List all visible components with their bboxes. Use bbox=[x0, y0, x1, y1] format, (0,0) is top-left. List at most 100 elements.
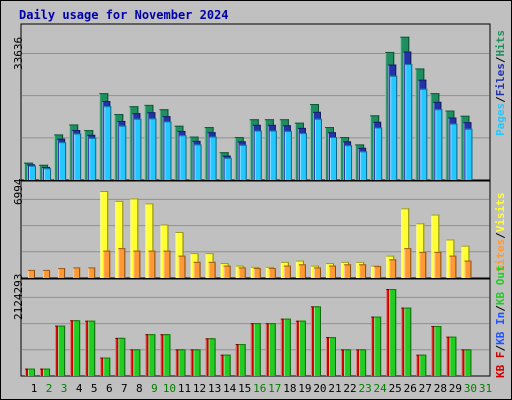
bar-kbout-day-7 bbox=[118, 337, 126, 376]
bar-pages-day-25 bbox=[390, 75, 398, 180]
legend-kbf-kbin-kbout: KB F/KB In/KB Out bbox=[494, 265, 507, 378]
bar-kbout-day-30 bbox=[464, 349, 472, 376]
bar-sites-day-6 bbox=[103, 250, 111, 278]
x-tick-label-day-3: 3 bbox=[61, 382, 68, 395]
bar-sites-day-8 bbox=[133, 250, 141, 278]
page-title: Daily usage for November 2024 bbox=[19, 8, 229, 22]
bar-sites-day-12 bbox=[193, 261, 201, 278]
x-tick-label-day-11: 11 bbox=[178, 382, 191, 395]
bar-pages-day-24 bbox=[375, 127, 383, 180]
legend-visits: Visits bbox=[494, 192, 507, 233]
x-tick-label-day-22: 22 bbox=[343, 382, 356, 395]
bar-kbout-day-12 bbox=[193, 349, 201, 376]
x-tick-label-day-26: 26 bbox=[404, 382, 417, 395]
bar-sites-day-3 bbox=[58, 268, 66, 278]
x-tick-label-day-17: 17 bbox=[268, 382, 281, 395]
bar-sites-day-20 bbox=[313, 267, 321, 278]
bar-visits-day-9 bbox=[145, 203, 154, 278]
bar-kbout-day-18 bbox=[283, 318, 291, 376]
legend-pages: Pages bbox=[494, 102, 507, 136]
x-tick-label-day-21: 21 bbox=[328, 382, 341, 395]
bar-kbout-day-20 bbox=[313, 306, 321, 376]
bar-sites-day-7 bbox=[118, 248, 126, 278]
x-tick-label-day-27: 27 bbox=[419, 382, 432, 395]
bar-pages-day-27 bbox=[420, 88, 428, 180]
legend-kbin: KB In bbox=[494, 311, 507, 345]
x-tick-label-day-1: 1 bbox=[31, 382, 38, 395]
bar-pages-day-4 bbox=[74, 133, 82, 180]
bar-sites-day-30 bbox=[464, 260, 472, 278]
bar-kbout-day-2 bbox=[43, 368, 51, 376]
x-tick-label-day-14: 14 bbox=[223, 382, 237, 395]
bar-kbout-day-19 bbox=[298, 320, 306, 376]
legend-sep: / bbox=[494, 96, 507, 103]
x-tick-label-day-28: 28 bbox=[434, 382, 447, 395]
legend-sep: / bbox=[494, 232, 507, 239]
x-tick-label-day-25: 25 bbox=[389, 382, 402, 395]
x-tick-label-day-23: 23 bbox=[358, 382, 371, 395]
x-tick-label-day-20: 20 bbox=[313, 382, 326, 395]
bar-pages-day-17 bbox=[269, 130, 277, 180]
x-tick-label-day-12: 12 bbox=[193, 382, 206, 395]
x-tick-label-day-9: 9 bbox=[151, 382, 158, 395]
bar-kbout-day-15 bbox=[238, 344, 246, 376]
x-tick-label-day-8: 8 bbox=[136, 382, 143, 395]
x-tick-label-day-18: 18 bbox=[283, 382, 296, 395]
bar-sites-day-21 bbox=[329, 265, 336, 278]
bar-kbout-day-23 bbox=[359, 349, 367, 376]
bar-kbout-day-27 bbox=[419, 354, 427, 376]
bar-kbout-day-1 bbox=[28, 368, 35, 376]
bar-kbout-day-4 bbox=[73, 320, 81, 376]
legend-sep: / bbox=[494, 56, 507, 64]
bar-sites-day-22 bbox=[344, 264, 352, 278]
bar-kbout-day-28 bbox=[434, 326, 442, 376]
bar-sites-day-13 bbox=[208, 261, 216, 278]
bar-pages-day-19 bbox=[299, 133, 307, 180]
bar-kbout-day-13 bbox=[208, 338, 216, 376]
panel1-max-label: 33636 bbox=[12, 36, 25, 70]
panel3-max-label: 2124293 bbox=[12, 273, 25, 320]
bar-kbout-day-16 bbox=[253, 323, 261, 376]
bar-visits-day-8 bbox=[130, 198, 139, 278]
bar-sites-day-2 bbox=[43, 269, 51, 278]
bar-visits-day-26 bbox=[401, 208, 410, 278]
bar-kbout-day-3 bbox=[58, 325, 66, 376]
bar-pages-day-1 bbox=[29, 165, 36, 180]
legend-kbf: KB F bbox=[494, 351, 507, 379]
bar-kbout-day-8 bbox=[133, 349, 141, 376]
bar-kbout-day-5 bbox=[88, 320, 96, 376]
bar-sites-day-15 bbox=[238, 267, 246, 278]
bar-pages-day-10 bbox=[164, 121, 172, 180]
bar-kbout-day-17 bbox=[268, 323, 276, 376]
legend-pages-files-hits: Pages/Files/Hits bbox=[494, 30, 507, 136]
bar-pages-day-11 bbox=[179, 135, 187, 180]
bar-pages-day-6 bbox=[104, 106, 112, 180]
bar-sites-day-18 bbox=[283, 265, 291, 278]
bar-kbout-day-14 bbox=[223, 354, 231, 376]
bar-pages-day-15 bbox=[239, 144, 247, 180]
legend-hits: Hits bbox=[494, 30, 507, 57]
bar-sites-day-1 bbox=[28, 269, 35, 278]
bar-sites-day-10 bbox=[163, 250, 171, 278]
bar-pages-day-7 bbox=[119, 125, 127, 180]
bar-sites-day-29 bbox=[449, 255, 457, 278]
bar-kbout-day-21 bbox=[329, 337, 336, 376]
bar-pages-day-3 bbox=[59, 142, 67, 180]
x-tick-label-day-16: 16 bbox=[253, 382, 266, 395]
bar-kbout-day-25 bbox=[389, 289, 397, 376]
bar-visits-day-27 bbox=[416, 223, 425, 278]
x-tick-label-day-19: 19 bbox=[298, 382, 311, 395]
bar-pages-day-16 bbox=[254, 130, 262, 180]
x-tick-label-day-29: 29 bbox=[449, 382, 462, 395]
bar-pages-day-14 bbox=[224, 157, 232, 180]
legend-sites-visits: Sites/Visits bbox=[494, 193, 507, 273]
bar-pages-day-28 bbox=[435, 109, 443, 180]
bar-visits-day-11 bbox=[175, 231, 184, 278]
x-tick-label-day-15: 15 bbox=[238, 382, 251, 395]
x-tick-label-day-4: 4 bbox=[76, 382, 83, 395]
bar-kbout-day-6 bbox=[103, 357, 111, 376]
bar-pages-day-20 bbox=[314, 118, 322, 180]
x-tick-label-day-31: 31 bbox=[479, 382, 492, 395]
bar-pages-day-23 bbox=[360, 151, 368, 180]
